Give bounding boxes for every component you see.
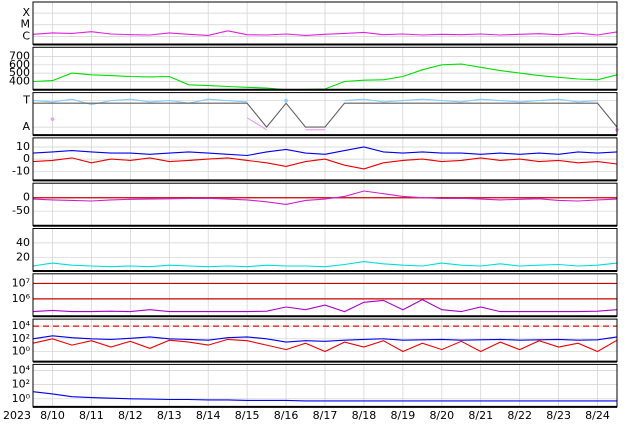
y-tick-label: 40	[16, 236, 30, 249]
x-tick-label: 8/20	[429, 409, 454, 422]
y-tick-label: 700	[9, 49, 30, 62]
y-tick-label: 10	[16, 140, 30, 153]
data-line	[32, 338, 618, 353]
data-line	[32, 391, 617, 402]
data-line	[33, 102, 618, 128]
data-point	[50, 117, 55, 121]
data-line	[32, 146, 618, 157]
y-tick-label: 400	[9, 74, 30, 87]
data-point	[284, 98, 288, 103]
y-tick-label: 0	[23, 152, 30, 165]
y-tick-label: X	[22, 6, 30, 19]
x-tick-label: 8/11	[79, 409, 104, 422]
y-tick-label: 10²	[12, 332, 30, 345]
y-tick-label: A	[22, 120, 30, 133]
x-tick-label: 8/16	[274, 409, 299, 422]
y-tick-label: C	[22, 29, 30, 42]
x-tick-label: 8/18	[352, 409, 377, 422]
y-tick-label: M	[21, 18, 31, 31]
y-tick-label: 20	[16, 250, 30, 263]
x-tick-label: 8/14	[196, 409, 221, 422]
x-tick-label: 8/21	[468, 409, 493, 422]
y-tick-label: 10⁴	[12, 363, 31, 376]
x-tick-label: 8/13	[157, 409, 182, 422]
y-tick-label: 10⁷	[12, 276, 30, 289]
y-tick-label: 500	[9, 66, 30, 79]
data-line	[32, 261, 618, 268]
data-line	[32, 30, 618, 36]
x-tick-label: 8/22	[507, 409, 532, 422]
data-line	[32, 98, 598, 106]
y-tick-label: 10⁴	[12, 319, 31, 332]
y-tick-label: 600	[9, 58, 30, 71]
y-tick-label: 10⁶	[12, 292, 31, 305]
y-tick-label: T	[22, 94, 30, 107]
x-tick-label: 8/17	[313, 409, 338, 422]
y-tick-label: 0	[23, 191, 30, 204]
y-tick-label: -10	[12, 164, 30, 177]
x-tick-label: 8/23	[546, 409, 571, 422]
data-line	[32, 298, 618, 313]
x-tick-label: 8/15	[235, 409, 260, 422]
x-tick-label: 8/19	[391, 409, 416, 422]
y-tick-label: -50	[12, 204, 30, 217]
y-tick-label: 10⁰	[12, 392, 31, 405]
data-line	[32, 157, 618, 170]
x-tick-label: 8/12	[118, 409, 143, 422]
data-line	[32, 190, 618, 205]
data-line	[32, 335, 618, 343]
y-tick-label: 10⁰	[12, 344, 31, 357]
y-tick-label: 10²	[12, 378, 30, 391]
x-axis-year: 2023	[3, 409, 31, 422]
x-tick-label: 8/10	[40, 409, 65, 422]
x-tick-label: 8/24	[585, 409, 610, 422]
